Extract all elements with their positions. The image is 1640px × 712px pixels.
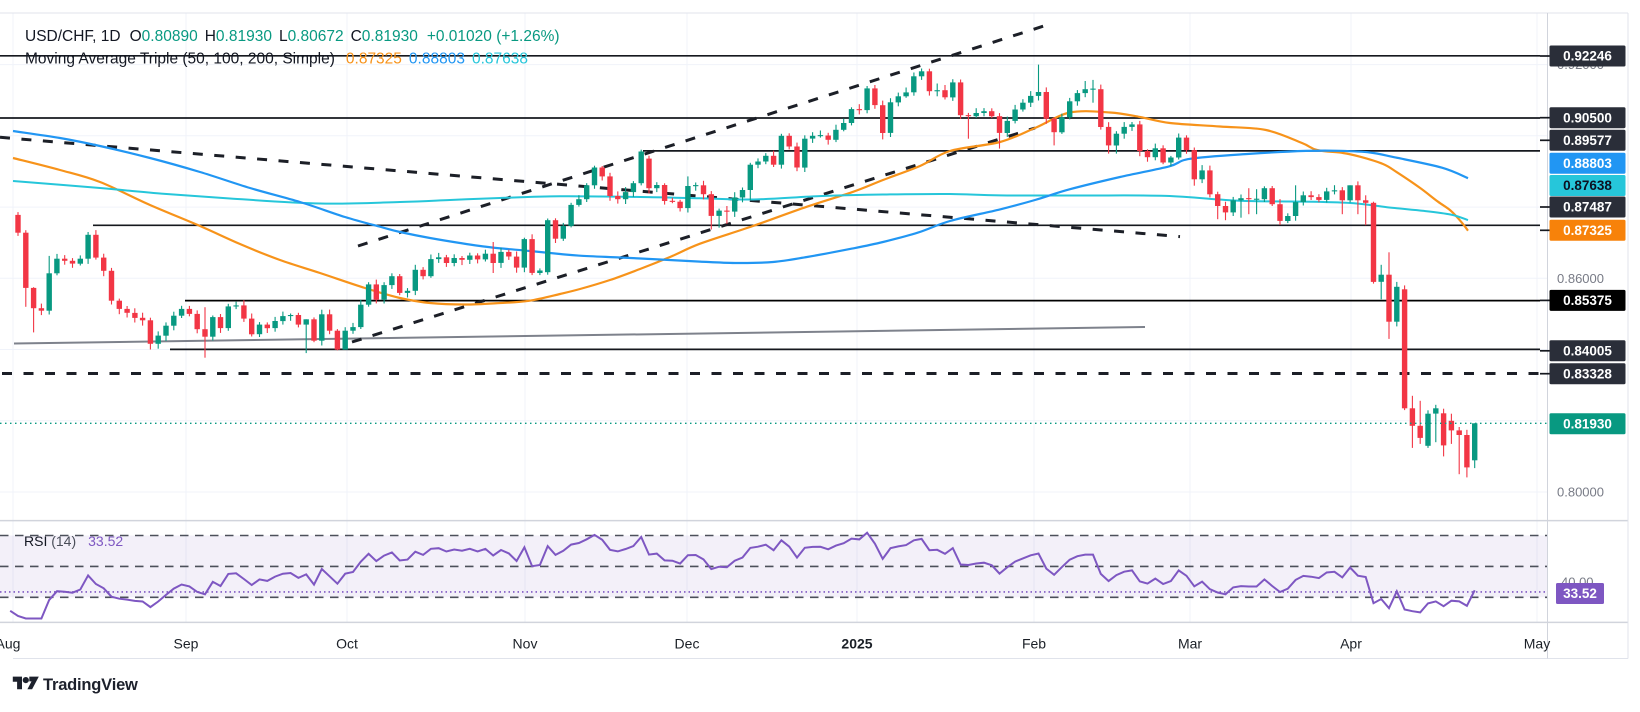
svg-text:0.80000: 0.80000 [1557, 485, 1604, 500]
svg-text:Feb: Feb [1022, 636, 1046, 652]
svg-text:2025: 2025 [841, 636, 872, 652]
svg-text:May: May [1524, 636, 1550, 652]
svg-text:Sep: Sep [174, 636, 199, 652]
svg-text:0.86000: 0.86000 [1557, 271, 1604, 286]
svg-text:Nov: Nov [513, 636, 538, 652]
svg-text:Apr: Apr [1340, 636, 1362, 652]
svg-text:0.87325: 0.87325 [1563, 223, 1612, 238]
svg-text:0.84005: 0.84005 [1563, 344, 1612, 359]
svg-text:Moving Average Triple (50, 100: Moving Average Triple (50, 100, 200, Sim… [25, 51, 528, 68]
svg-text:0.89577: 0.89577 [1563, 133, 1612, 148]
svg-text:Mar: Mar [1178, 636, 1202, 652]
svg-text:33.52: 33.52 [1563, 586, 1597, 601]
svg-text:0.90500: 0.90500 [1563, 110, 1612, 125]
svg-text:Dec: Dec [675, 636, 700, 652]
svg-text:Aug: Aug [0, 636, 20, 652]
svg-text:RSI (14)33.52: RSI (14) 33.52 [24, 533, 123, 549]
svg-text:0.87638: 0.87638 [1563, 178, 1612, 193]
svg-text:0.88803: 0.88803 [1563, 156, 1612, 171]
svg-text:0.87487: 0.87487 [1563, 200, 1612, 215]
svg-text:TradingView: TradingView [43, 676, 138, 694]
svg-text:0.83328: 0.83328 [1563, 366, 1612, 381]
svg-text:Oct: Oct [336, 636, 358, 652]
svg-text:0.92246: 0.92246 [1563, 49, 1612, 64]
svg-text:0.85375: 0.85375 [1563, 293, 1612, 308]
svg-text:0.81930: 0.81930 [1563, 416, 1612, 431]
